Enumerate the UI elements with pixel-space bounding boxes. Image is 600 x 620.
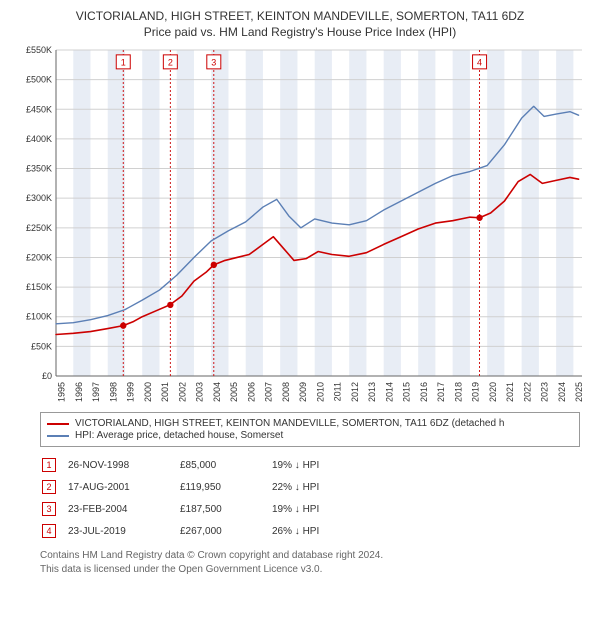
sale-delta-vs-hpi: 19% ↓ HPI	[272, 499, 329, 519]
svg-text:2025: 2025	[574, 382, 584, 402]
svg-text:2017: 2017	[436, 382, 446, 402]
svg-text:£350K: £350K	[26, 164, 52, 174]
sale-date: 17-AUG-2001	[68, 477, 178, 497]
svg-text:£400K: £400K	[26, 134, 52, 144]
title-line-1: VICTORIALAND, HIGH STREET, KEINTON MANDE…	[10, 8, 590, 24]
svg-text:2011: 2011	[333, 382, 343, 401]
legend-row: HPI: Average price, detached house, Some…	[47, 430, 573, 441]
legend-label: HPI: Average price, detached house, Some…	[75, 430, 283, 441]
sale-date: 23-JUL-2019	[68, 521, 178, 541]
attribution-line-2: This data is licensed under the Open Gov…	[40, 563, 590, 577]
svg-text:1: 1	[121, 58, 126, 68]
svg-text:£550K: £550K	[26, 45, 52, 55]
svg-text:£150K: £150K	[26, 282, 52, 292]
svg-text:2004: 2004	[212, 382, 222, 402]
sale-marker-badge: 4	[42, 524, 56, 538]
legend-swatch	[47, 435, 69, 437]
sale-marker-badge: 1	[42, 458, 56, 472]
attribution-line-1: Contains HM Land Registry data © Crown c…	[40, 549, 590, 563]
svg-text:2005: 2005	[229, 382, 239, 402]
svg-text:2006: 2006	[246, 382, 256, 402]
svg-text:2023: 2023	[540, 382, 550, 402]
svg-text:£500K: £500K	[26, 75, 52, 85]
attribution: Contains HM Land Registry data © Crown c…	[40, 549, 590, 576]
sale-price: £187,500	[180, 499, 270, 519]
sale-date: 26-NOV-1998	[68, 455, 178, 475]
svg-text:£250K: £250K	[26, 223, 52, 233]
sale-delta-vs-hpi: 22% ↓ HPI	[272, 477, 329, 497]
svg-text:£450K: £450K	[26, 105, 52, 115]
sale-price: £119,950	[180, 477, 270, 497]
svg-text:2000: 2000	[143, 382, 153, 402]
chart-title: VICTORIALAND, HIGH STREET, KEINTON MANDE…	[10, 8, 590, 40]
svg-text:4: 4	[477, 58, 482, 68]
svg-text:1995: 1995	[57, 382, 67, 402]
sale-date: 23-FEB-2004	[68, 499, 178, 519]
svg-text:2012: 2012	[350, 382, 360, 402]
svg-text:£0: £0	[42, 371, 52, 381]
legend-label: VICTORIALAND, HIGH STREET, KEINTON MANDE…	[75, 418, 504, 429]
chart-area: £0 £50K £100K £150K £200K £250K £300K £350K £400…	[10, 44, 590, 404]
svg-text:£50K: £50K	[31, 342, 52, 352]
svg-text:2008: 2008	[281, 382, 291, 402]
svg-text:2: 2	[168, 58, 173, 68]
table-row: 4 23-JUL-2019£267,00026% ↓ HPI	[42, 521, 329, 541]
sale-delta-vs-hpi: 19% ↓ HPI	[272, 455, 329, 475]
svg-text:2003: 2003	[195, 382, 205, 402]
svg-text:2016: 2016	[419, 382, 429, 402]
table-row: 3 23-FEB-2004£187,50019% ↓ HPI	[42, 499, 329, 519]
svg-text:£300K: £300K	[26, 194, 52, 204]
svg-text:2009: 2009	[298, 382, 308, 402]
svg-text:£100K: £100K	[26, 312, 52, 322]
svg-text:1998: 1998	[108, 382, 118, 402]
legend-swatch	[47, 423, 69, 425]
svg-text:2014: 2014	[384, 382, 394, 402]
svg-text:2010: 2010	[315, 382, 325, 402]
svg-text:1997: 1997	[91, 382, 101, 402]
sale-price: £85,000	[180, 455, 270, 475]
sales-table: 126-NOV-1998£85,00019% ↓ HPI217-AUG-2001…	[40, 453, 331, 543]
svg-text:2018: 2018	[453, 382, 463, 402]
svg-text:1996: 1996	[74, 382, 84, 402]
svg-text:2020: 2020	[488, 382, 498, 402]
svg-text:2024: 2024	[557, 382, 567, 402]
sale-price: £267,000	[180, 521, 270, 541]
svg-text:2001: 2001	[160, 382, 170, 402]
svg-text:2019: 2019	[471, 382, 481, 402]
svg-text:2021: 2021	[505, 382, 515, 402]
price-vs-hpi-chart: £0 £50K £100K £150K £200K £250K £300K £350K £400…	[10, 44, 590, 404]
sale-delta-vs-hpi: 26% ↓ HPI	[272, 521, 329, 541]
table-row: 2 17-AUG-2001£119,95022% ↓ HPI	[42, 477, 329, 497]
svg-text:£200K: £200K	[26, 253, 52, 263]
sale-marker-badge: 2	[42, 480, 56, 494]
svg-text:2007: 2007	[264, 382, 274, 402]
svg-text:2013: 2013	[367, 382, 377, 402]
svg-text:2015: 2015	[402, 382, 412, 402]
svg-text:3: 3	[211, 58, 216, 68]
chart-container: VICTORIALAND, HIGH STREET, KEINTON MANDE…	[0, 0, 600, 586]
legend: VICTORIALAND, HIGH STREET, KEINTON MANDE…	[40, 412, 580, 447]
svg-text:2022: 2022	[522, 382, 532, 402]
svg-text:2002: 2002	[177, 382, 187, 402]
svg-text:1999: 1999	[126, 382, 136, 402]
sale-marker-badge: 3	[42, 502, 56, 516]
title-line-2: Price paid vs. HM Land Registry's House …	[10, 24, 590, 40]
legend-row: VICTORIALAND, HIGH STREET, KEINTON MANDE…	[47, 418, 573, 429]
table-row: 1 26-NOV-1998£85,00019% ↓ HPI	[42, 455, 329, 475]
